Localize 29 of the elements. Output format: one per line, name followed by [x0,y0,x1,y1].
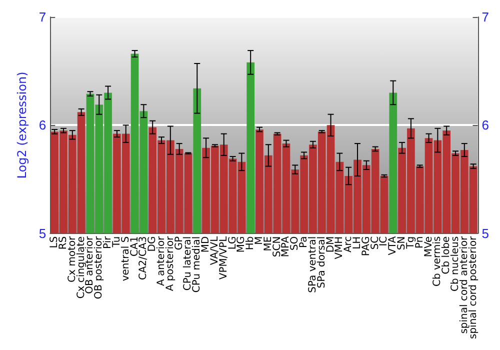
x-tick-label: MVe [423,236,434,258]
x-tick-label: DG [147,236,158,252]
x-tick-label: SCN [272,236,283,258]
x-tick-label: Pn [414,236,426,248]
x-tick-label: Cb lobe [441,236,452,274]
y-tick-label: 6 [38,118,46,133]
x-tick-label: SPa dorsal [316,236,328,288]
x-tick-label: spinal cord posterior [468,235,479,340]
y-tick-label: 5 [38,226,46,241]
x-tick-label: A posterior [164,235,176,292]
y-tick-label: 7 [38,10,46,24]
x-tick-label: ventral S [120,236,132,282]
x-tick-label: LH [352,236,363,250]
x-tick-label: ME [262,236,274,252]
x-tick-label: spinal cord anterior [458,235,470,334]
y2-tick-label: 7 [482,10,490,24]
y2-tick-label: 5 [482,226,490,241]
y-axis-title: Log2 (expression) [15,72,29,179]
x-tick-label: PAG [360,236,372,256]
x-tick-label: VPM/VPL [218,236,230,280]
x-tick-label: OB posterior [94,235,105,300]
x-tick-label: Tu [111,236,122,248]
x-tick-label: M [254,236,265,245]
x-tick-label: Tg [405,236,416,250]
y2-tick-label: 6 [482,118,490,133]
x-tick-label: GP [174,236,185,250]
x-tick-label: VA/VL [209,236,220,266]
x-tick-label: RS [58,236,69,250]
x-tick-label: Pa [298,236,310,248]
